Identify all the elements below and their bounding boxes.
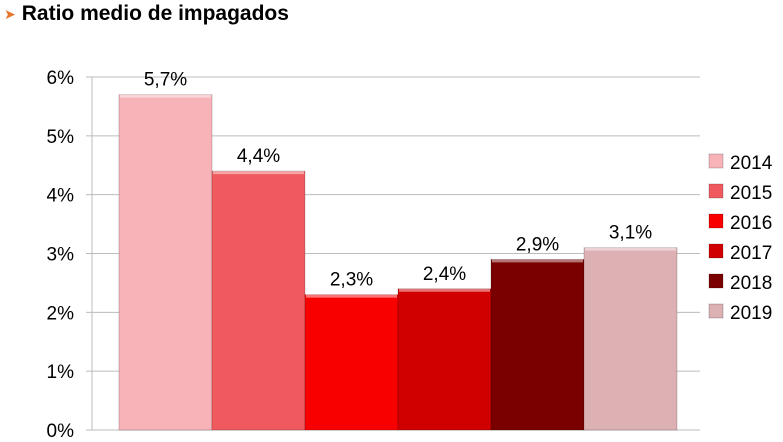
data-label-2014: 5,7% [144,70,187,91]
bar-2017 [397,288,492,431]
legend-label-2017: 2017 [730,243,772,264]
bars [118,94,678,431]
legend-label-2014: 2014 [730,153,773,174]
legend: 2014 2015 2016 2017 2018 2019 [708,153,773,324]
legend-swatch-2017 [708,243,724,259]
bar-highlight [399,288,490,292]
bar-highlight [585,247,676,251]
bar-highlight [213,171,304,175]
legend-label-2018: 2018 [730,273,772,294]
bar-2016 [304,294,399,431]
bar-highlight [306,294,397,298]
legend-label-2019: 2019 [730,303,772,324]
data-labels: 5,7% 4,4% 2,3% 2,4% 2,9% 3,1% [144,70,652,291]
y-tick-label: 0% [47,421,75,442]
chart-header: ➤ Ratio medio de impagados [4,2,289,26]
legend-label-2015: 2015 [730,183,772,204]
y-axis: 0% 1% 2% 3% 4% 5% 6% [47,68,93,442]
y-tick-label: 4% [47,186,75,207]
bar-2014 [118,94,213,431]
legend-swatch-2016 [708,213,724,229]
y-tick-label: 3% [47,245,75,266]
bar-highlight [492,259,583,263]
bar-2019 [583,247,678,431]
y-tick-label: 6% [47,68,75,89]
data-label-2016: 2,3% [330,270,373,291]
data-label-2018: 2,9% [516,234,559,255]
legend-swatch-2015 [708,183,724,199]
data-label-2017: 2,4% [423,264,466,285]
bar-highlight [120,94,211,98]
bar-2018 [490,258,585,431]
legend-swatch-2019 [708,303,724,319]
data-label-2019: 3,1% [609,223,652,244]
data-label-2015: 4,4% [237,146,280,167]
bar-2015 [211,170,306,431]
arrow-bullet-icon: ➤ [4,6,16,22]
legend-label-2016: 2016 [730,213,772,234]
y-tick-label: 5% [47,127,75,148]
y-tick-label: 1% [47,362,75,383]
legend-swatch-2018 [708,273,724,289]
chart-title: Ratio medio de impagados [21,2,289,25]
legend-swatch-2014 [708,153,724,169]
y-tick-label: 2% [47,303,75,324]
